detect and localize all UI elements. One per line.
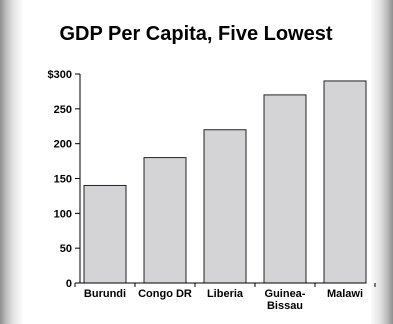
bar-3 bbox=[263, 94, 307, 284]
y-tick-label: 100 bbox=[54, 208, 72, 220]
y-tick-label: 250 bbox=[54, 104, 72, 116]
x-category-label: Burundi bbox=[84, 288, 126, 300]
bar-1 bbox=[143, 157, 187, 284]
x-category-label: Liberia bbox=[207, 288, 244, 300]
y-tick-label: 150 bbox=[54, 174, 72, 186]
x-category-label: Guinea-Bissau bbox=[265, 288, 306, 312]
y-tick-label: 50 bbox=[60, 243, 72, 255]
chart-title: GDP Per Capita, Five Lowest bbox=[59, 23, 332, 45]
y-tick-label: 200 bbox=[54, 139, 72, 151]
bar-4 bbox=[323, 80, 367, 284]
y-tick-label: $300 bbox=[48, 69, 72, 81]
bar-0 bbox=[83, 184, 127, 284]
x-category-label: Malawi bbox=[327, 288, 363, 300]
bar-2 bbox=[203, 129, 247, 284]
x-category-label: Congo DR bbox=[138, 288, 192, 300]
y-tick-label: 0 bbox=[66, 278, 72, 290]
